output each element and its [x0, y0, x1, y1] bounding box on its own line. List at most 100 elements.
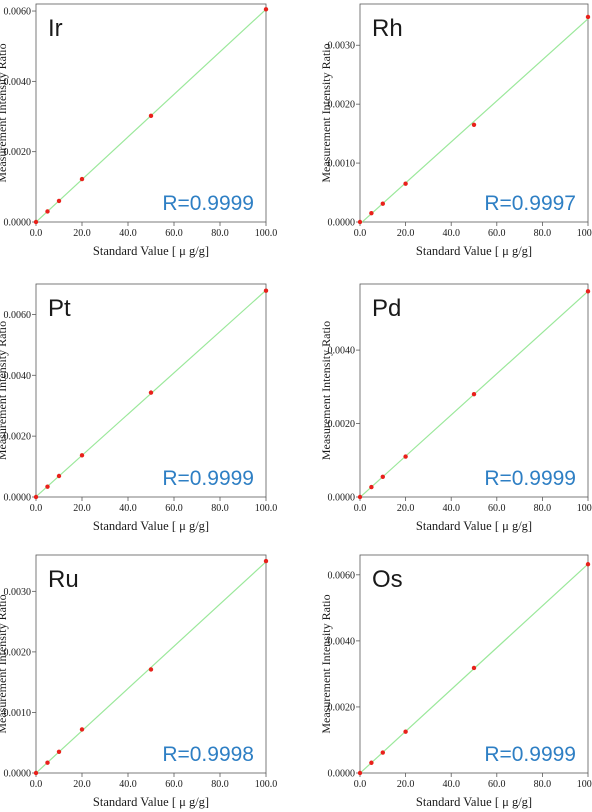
data-point: [79, 176, 85, 182]
plot-frame: [359, 554, 589, 774]
data-point: [33, 770, 39, 776]
data-point: [585, 562, 591, 567]
y-tick-label: 0.0020: [328, 100, 356, 111]
data-point: [33, 219, 39, 225]
chart-panel-pd: 0.0000 0.0020 0.0040 0.0 20.0 40.0 60.0 80.0 100…: [319, 283, 592, 533]
r-value-label: R=0.9999: [484, 743, 576, 766]
x-tick-label: 100.0: [577, 228, 592, 239]
fit-line: [359, 18, 589, 225]
y-tick-label: 0.0000: [4, 493, 32, 504]
x-tick-label: 20.0: [397, 503, 415, 514]
x-tick-label: 80.0: [211, 228, 229, 239]
x-tick-label: 80.0: [534, 503, 552, 514]
data-point: [263, 288, 269, 293]
x-tick-label: 60.0: [488, 228, 506, 239]
data-point: [148, 113, 154, 119]
data-point: [403, 729, 408, 734]
x-tick-label: 100.0: [255, 503, 278, 514]
x-tick-label: 0.0: [354, 503, 367, 514]
x-axis-label: Standard Value [ μ g/g]: [416, 244, 532, 258]
y-tick-label: 0.0060: [4, 310, 32, 321]
y-axis-label: Measurement Intensity Ratio: [319, 43, 333, 182]
data-point: [471, 665, 477, 671]
data-point: [369, 210, 374, 216]
x-tick-label: 60.0: [165, 779, 183, 790]
x-axis-label: Standard Value [ μ g/g]: [93, 795, 209, 809]
data-point: [45, 760, 50, 765]
y-axis-label: Measurement Intensity Ratio: [0, 321, 9, 460]
x-tick-label: 40.0: [119, 503, 137, 514]
x-tick-label: 40.0: [119, 228, 137, 239]
data-point: [369, 760, 374, 765]
r-value-label: R=0.9999: [162, 467, 254, 490]
x-tick-label: 100.0: [255, 228, 278, 239]
x-tick-label: 20.0: [397, 779, 415, 790]
element-label: Os: [372, 566, 403, 593]
x-tick-label: 20.0: [73, 779, 91, 790]
element-label: Pt: [48, 295, 71, 322]
chart-panel-pt: 0.0000 0.0020 0.0040 0.0060 0.0 20.0 40.0 60.0 8…: [0, 283, 278, 533]
data-point: [56, 749, 62, 755]
y-tick-label: 0.0000: [4, 218, 32, 229]
x-tick-label: 0.0: [354, 779, 367, 790]
element-label: Pd: [372, 295, 401, 322]
x-tick-label: 80.0: [534, 228, 552, 239]
x-tick-label: 60.0: [488, 503, 506, 514]
x-tick-label: 100.0: [577, 503, 592, 514]
x-tick-label: 60.0: [488, 779, 506, 790]
r-value-label: R=0.9998: [162, 743, 254, 766]
data-point: [357, 494, 363, 500]
data-point: [263, 7, 269, 12]
x-tick-label: 80.0: [534, 779, 552, 790]
data-point: [148, 390, 154, 395]
y-tick-label: 0.0000: [328, 769, 356, 780]
x-tick-label: 0.0: [30, 779, 43, 790]
element-label: Ir: [48, 15, 63, 42]
data-point: [380, 201, 385, 206]
x-tick-label: 100.0: [255, 779, 278, 790]
plot-frame: [35, 554, 267, 774]
y-tick-label: 0.0020: [4, 147, 32, 158]
y-axis-label: Measurement Intensity Ratio: [319, 321, 333, 460]
data-point: [263, 558, 269, 564]
y-tick-label: 0.0030: [328, 41, 356, 52]
plot-frame: [359, 3, 589, 223]
x-tick-label: 60.0: [165, 228, 183, 239]
data-point: [79, 727, 85, 732]
data-point: [403, 181, 408, 186]
data-point: [471, 391, 477, 397]
x-tick-label: 0.0: [30, 503, 43, 514]
r-value-label: R=0.9997: [484, 192, 576, 215]
x-tick-label: 20.0: [73, 228, 91, 239]
data-point: [45, 209, 50, 214]
x-axis-label: Standard Value [ μ g/g]: [93, 244, 209, 258]
y-tick-label: 0.0030: [4, 587, 32, 598]
y-axis-label: Measurement Intensity Ratio: [0, 594, 9, 733]
data-point: [148, 667, 154, 672]
y-tick-label: 0.0040: [4, 371, 32, 382]
data-point: [45, 484, 50, 489]
x-tick-label: 40.0: [442, 228, 460, 239]
data-point: [56, 473, 62, 479]
y-tick-label: 0.0040: [328, 346, 356, 357]
plot-frame: [359, 283, 589, 498]
chart-panel-os: 0.0000 0.0020 0.0040 0.0060 0.0 20.0 40.0 60.0 8…: [319, 554, 592, 809]
data-point: [585, 289, 591, 294]
element-label: Rh: [372, 15, 403, 42]
x-tick-label: 40.0: [442, 779, 460, 790]
y-tick-label: 0.0020: [328, 702, 356, 713]
y-tick-label: 0.0060: [4, 7, 32, 18]
y-tick-label: 0.0020: [328, 419, 356, 430]
chart-panel-rh: 0.0000 0.0010 0.0020 0.0030 0.0 20.0 40.0 60.0 8…: [319, 3, 592, 258]
data-point: [33, 494, 39, 500]
r-value-label: R=0.9999: [484, 467, 576, 490]
y-tick-label: 0.0040: [328, 636, 356, 647]
x-tick-label: 20.0: [73, 503, 91, 514]
y-axis-label: Measurement Intensity Ratio: [319, 594, 333, 733]
plot-frame: [35, 3, 267, 223]
x-tick-label: 40.0: [442, 503, 460, 514]
chart-panel-ru: 0.0000 0.0010 0.0020 0.0030 0.0 20.0 40.0 60.0 8…: [0, 554, 278, 809]
data-point: [471, 122, 477, 127]
y-tick-label: 0.0060: [328, 570, 356, 581]
